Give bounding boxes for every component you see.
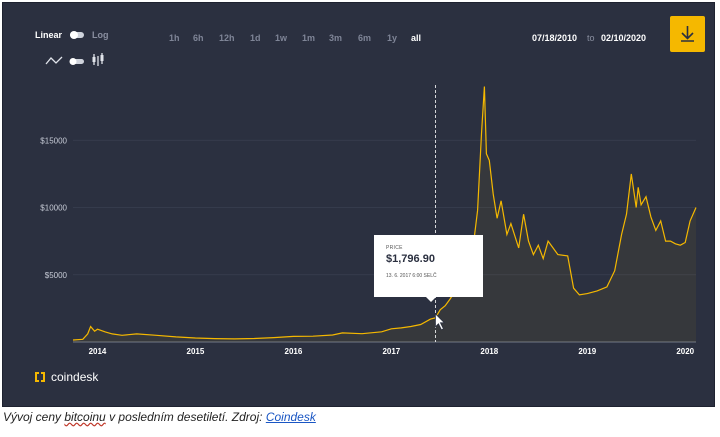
price-chart: $5000 $10000 $15000 2014 2015 2016 2017 2018 201… xyxy=(40,85,697,356)
caption-word: bitcoinu xyxy=(64,410,106,424)
scale-linear-label[interactable]: Linear xyxy=(35,30,63,40)
date-to[interactable]: 02/10/2020 xyxy=(601,33,647,43)
range-1d[interactable]: 1d xyxy=(250,33,261,43)
x-tick-label: 2014 xyxy=(89,347,107,356)
x-tick-label: 2020 xyxy=(676,347,694,356)
caption-pre: Vývoj ceny xyxy=(3,410,65,424)
range-3m[interactable]: 3m xyxy=(329,33,343,43)
y-tick-label: $10000 xyxy=(40,204,67,213)
range-1m[interactable]: 1m xyxy=(302,33,316,43)
scale-log-label[interactable]: Log xyxy=(92,30,109,40)
range-all[interactable]: all xyxy=(411,33,422,43)
x-tick-label: 2017 xyxy=(382,347,400,356)
date-from[interactable]: 07/18/2010 xyxy=(532,33,578,43)
toggle-icon[interactable] xyxy=(69,56,85,66)
price-tooltip: PRICE $1,796.90 13. 6. 2017 6:00 SELČ xyxy=(374,235,483,302)
range-1y[interactable]: 1y xyxy=(387,33,398,43)
brand-name: coindesk xyxy=(51,370,99,384)
chart-panel: Linear Log 1h 6h 12h 1d 1w 1m 3m 6m 1y a… xyxy=(2,2,715,407)
range-1w[interactable]: 1w xyxy=(275,33,288,43)
y-tick-label: $15000 xyxy=(40,136,67,145)
mouse-cursor-icon xyxy=(435,312,446,331)
line-chart-icon[interactable] xyxy=(45,55,65,67)
range-6m[interactable]: 6m xyxy=(358,33,372,43)
tooltip-pointer xyxy=(426,297,436,302)
scale-toggle[interactable] xyxy=(70,31,84,39)
toggle-knob xyxy=(70,31,78,39)
range-12h[interactable]: 12h xyxy=(219,33,235,43)
price-area xyxy=(73,86,696,342)
range-6h[interactable]: 6h xyxy=(193,33,204,43)
tooltip-label: PRICE xyxy=(386,245,403,251)
download-icon xyxy=(681,26,694,42)
date-separator: to xyxy=(587,33,595,43)
tooltip-date: 13. 6. 2017 6:00 SELČ xyxy=(386,273,437,279)
caption-mid: v posledním desetiletí. Zdroj: xyxy=(105,410,266,424)
x-tick-label: 2016 xyxy=(285,347,303,356)
x-tick-label: 2019 xyxy=(578,347,596,356)
price-line xyxy=(72,86,697,341)
caption-source-link[interactable]: Coindesk xyxy=(265,410,316,424)
download-button[interactable] xyxy=(670,16,705,52)
chart-toolbar: Linear Log 1h 6h 12h 1d 1w 1m 3m 6m 1y a… xyxy=(3,3,714,52)
y-tick-label: $5000 xyxy=(45,271,68,280)
range-1h[interactable]: 1h xyxy=(169,33,180,43)
candlestick-icon[interactable] xyxy=(91,53,105,67)
x-tick-label: 2018 xyxy=(480,347,498,356)
figure-caption: Vývoj ceny bitcoinu v posledním desetile… xyxy=(3,410,316,424)
coindesk-logo-icon xyxy=(35,372,45,382)
axis-labels: $5000 $10000 $15000 2014 2015 2016 2017 2018 201… xyxy=(40,136,694,356)
x-tick-label: 2015 xyxy=(187,347,205,356)
tooltip-value: $1,796.90 xyxy=(386,253,435,265)
